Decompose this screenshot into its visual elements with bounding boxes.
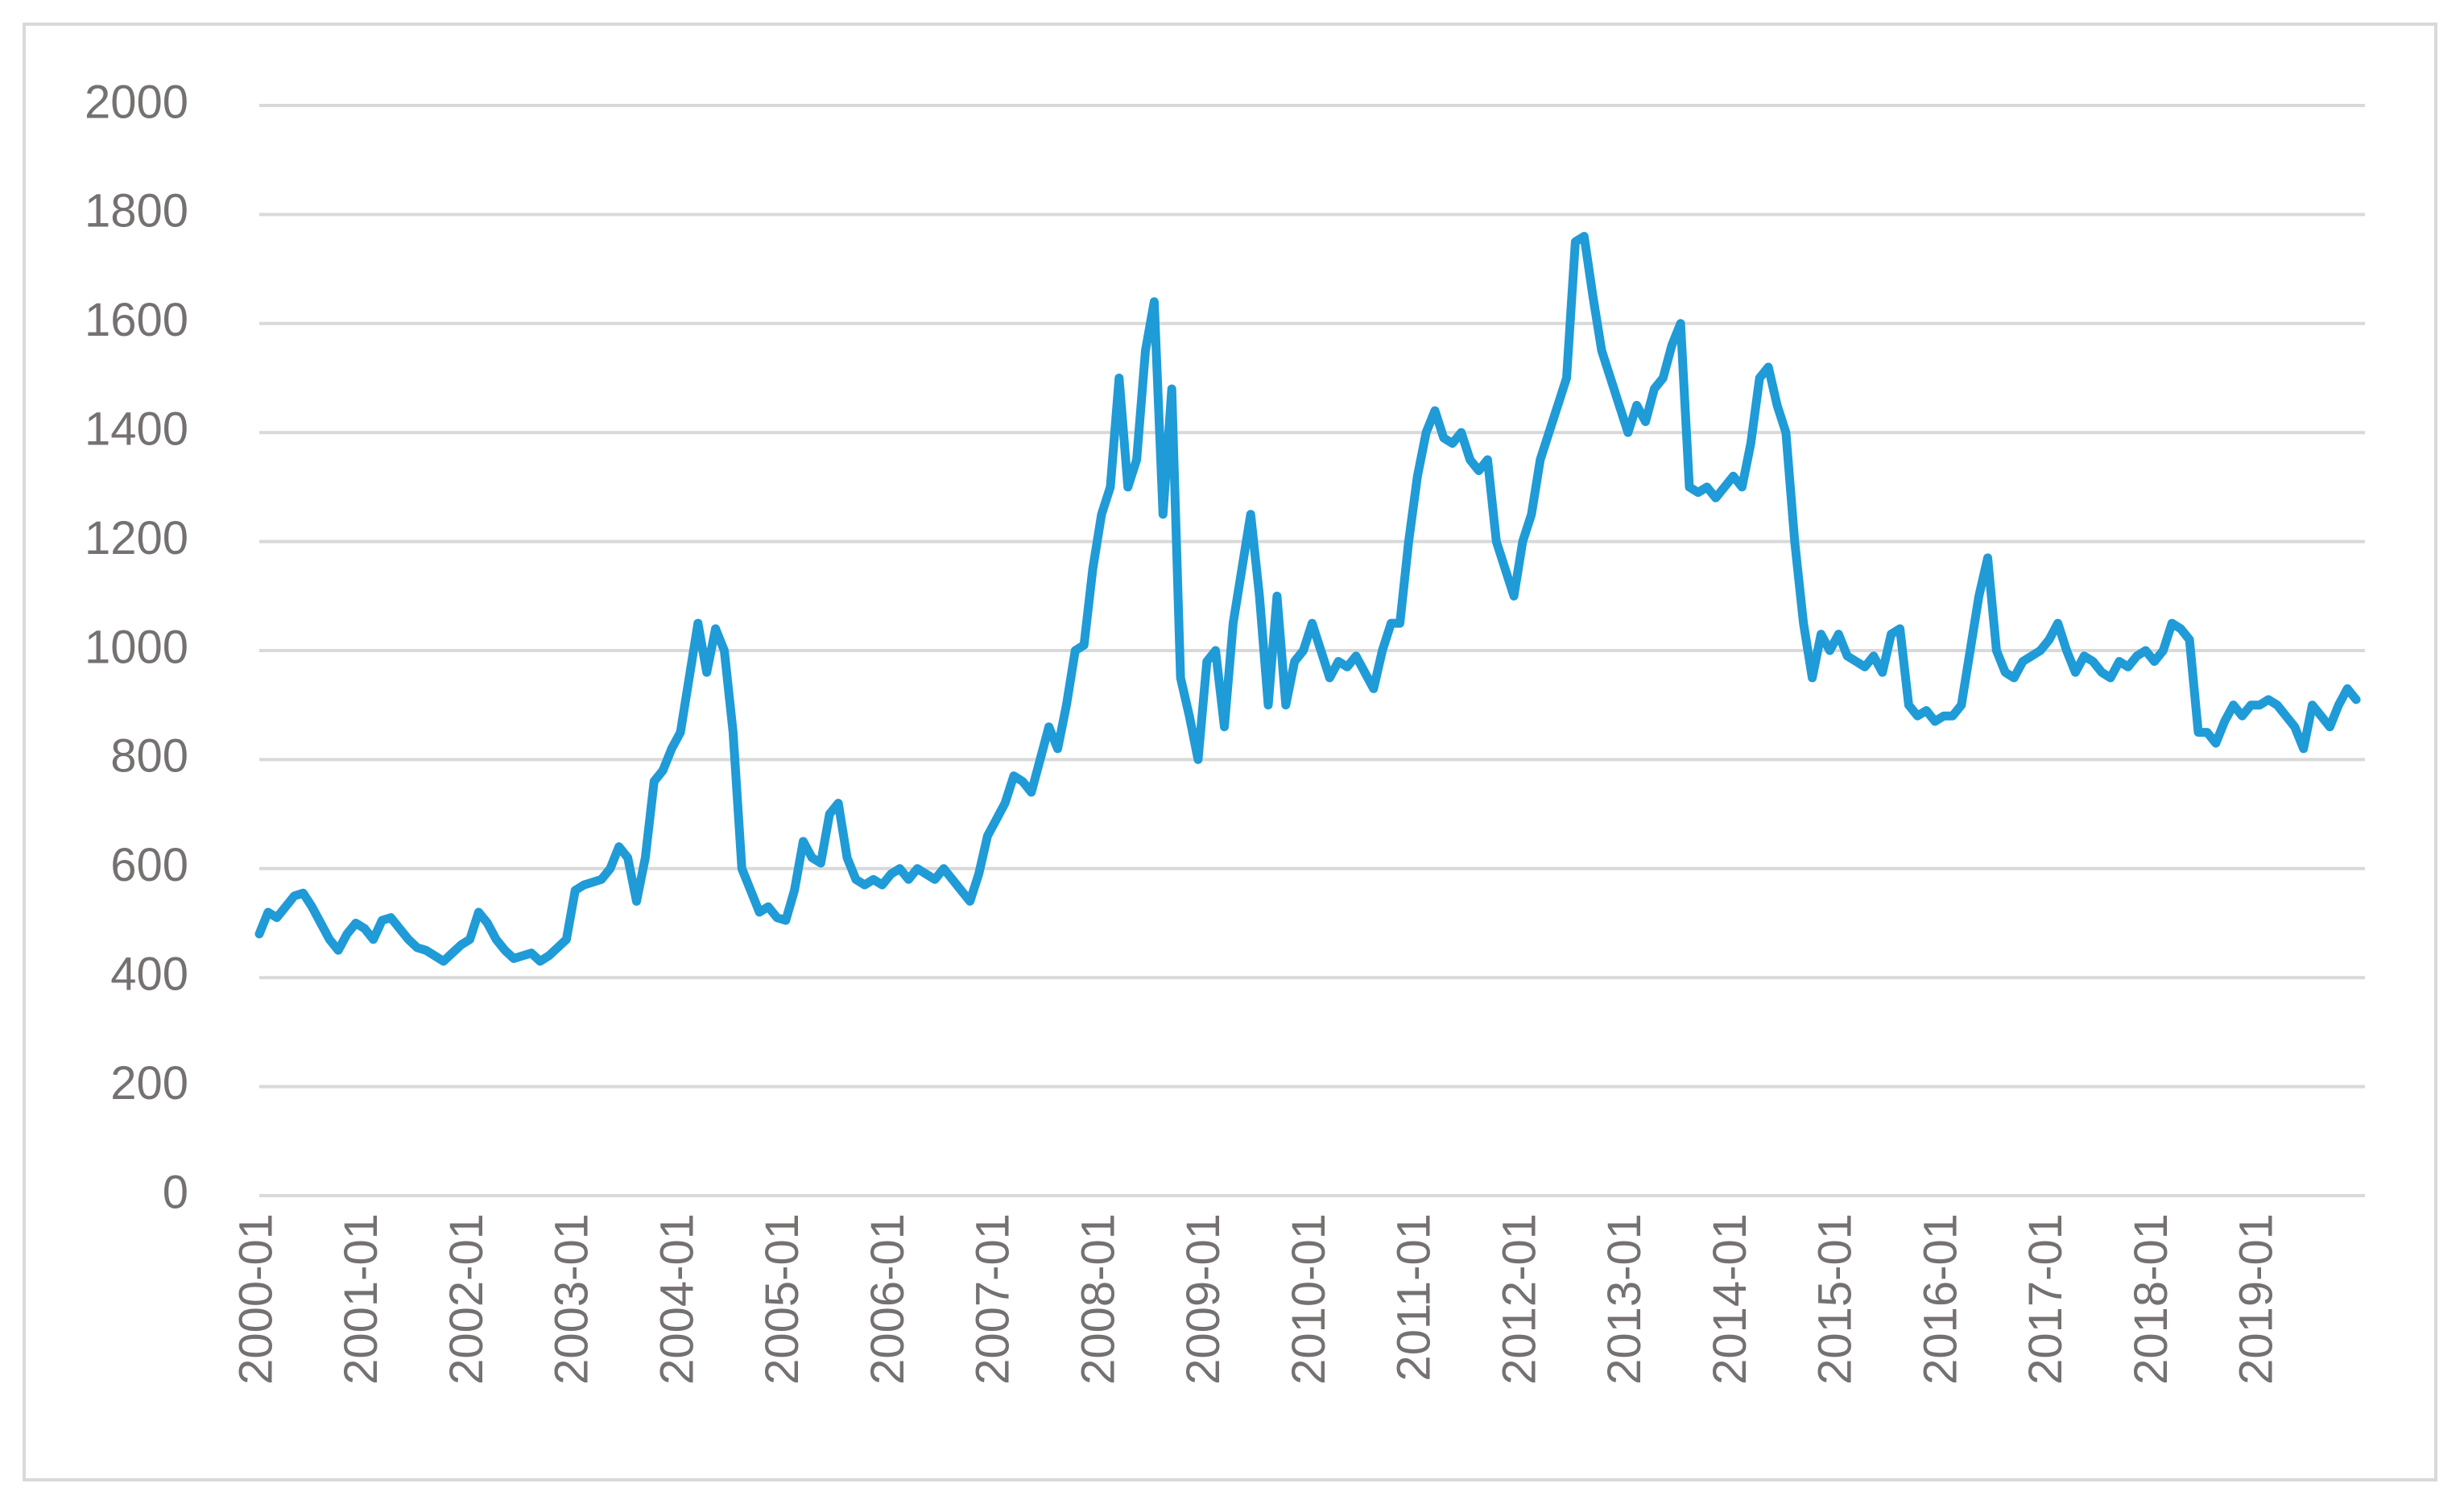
x-tick-label: 2009-01 [1177, 1213, 1230, 1385]
y-tick-label: 600 [110, 839, 188, 891]
x-tick-label: 2015-01 [1809, 1213, 1862, 1385]
x-tick-label: 2005-01 [756, 1213, 808, 1385]
x-tick-label: 2014-01 [1704, 1213, 1756, 1385]
y-tick-label: 1800 [85, 185, 188, 238]
y-tick-label: 1200 [85, 512, 188, 564]
x-tick-label: 2002-01 [440, 1213, 493, 1385]
x-tick-label: 2017-01 [2020, 1213, 2072, 1385]
x-tick-label: 2018-01 [2125, 1213, 2177, 1385]
y-tick-label: 1600 [85, 294, 188, 346]
x-tick-label: 2000-01 [229, 1213, 282, 1385]
x-tick-label: 2010-01 [1283, 1213, 1335, 1385]
y-tick-label: 200 [110, 1057, 188, 1109]
chart-border [23, 23, 2437, 1481]
y-tick-label: 1000 [85, 621, 188, 673]
x-tick-label: 2006-01 [862, 1213, 914, 1385]
y-tick-label: 800 [110, 730, 188, 783]
x-tick-label: 2003-01 [546, 1213, 598, 1385]
x-tick-label: 2016-01 [1914, 1213, 1966, 1385]
x-tick-label: 2004-01 [651, 1213, 703, 1385]
x-tick-label: 2019-01 [2230, 1213, 2283, 1385]
x-tick-label: 2008-01 [1072, 1213, 1124, 1385]
x-tick-label: 2012-01 [1493, 1213, 1545, 1385]
x-tick-label: 2013-01 [1598, 1213, 1651, 1385]
y-tick-label: 400 [110, 948, 188, 1001]
x-tick-label: 2011-01 [1388, 1213, 1441, 1382]
x-tick-label: 2001-01 [335, 1213, 387, 1385]
y-tick-label: 0 [163, 1166, 188, 1218]
line [254, 232, 2361, 966]
x-tick-label: 2007-01 [967, 1213, 1019, 1385]
y-tick-label: 2000 [85, 76, 188, 128]
y-tick-label: 1400 [85, 403, 188, 456]
